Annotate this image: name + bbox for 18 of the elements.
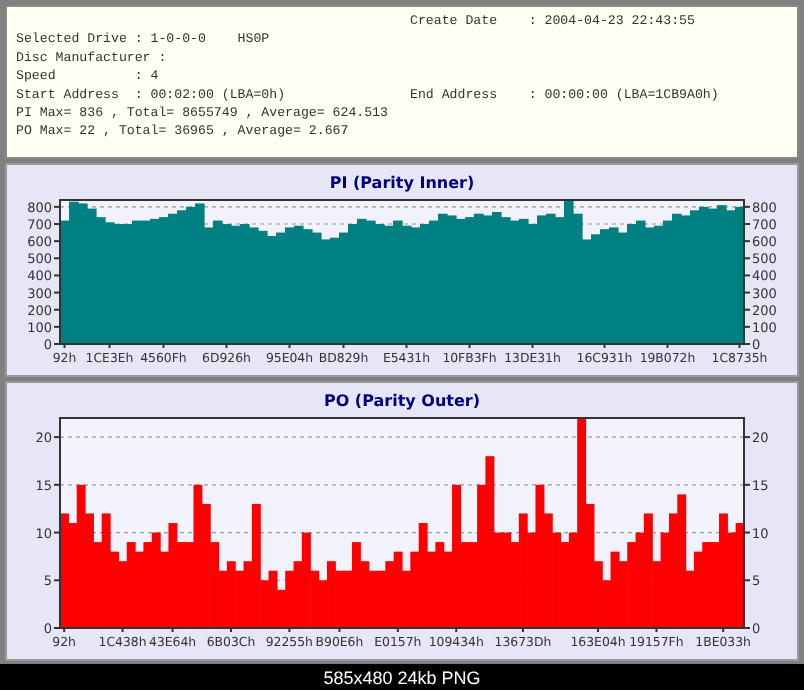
chart-title: PI (Parity Inner) <box>329 174 475 192</box>
bar <box>126 542 136 628</box>
bar <box>301 532 311 628</box>
bar <box>251 503 261 628</box>
bar <box>577 418 587 628</box>
bar <box>702 542 712 628</box>
text: 585x480 24kb PNG <box>323 668 481 688</box>
bar <box>718 513 728 628</box>
bar <box>151 532 161 628</box>
bar <box>452 484 461 628</box>
bar <box>226 561 236 628</box>
bar <box>101 513 111 628</box>
bar <box>351 542 361 628</box>
bar <box>643 513 653 628</box>
bar <box>677 494 687 628</box>
bar <box>326 561 336 628</box>
chart-title: PO (Parity Outer) <box>323 392 481 410</box>
bar <box>518 513 528 628</box>
